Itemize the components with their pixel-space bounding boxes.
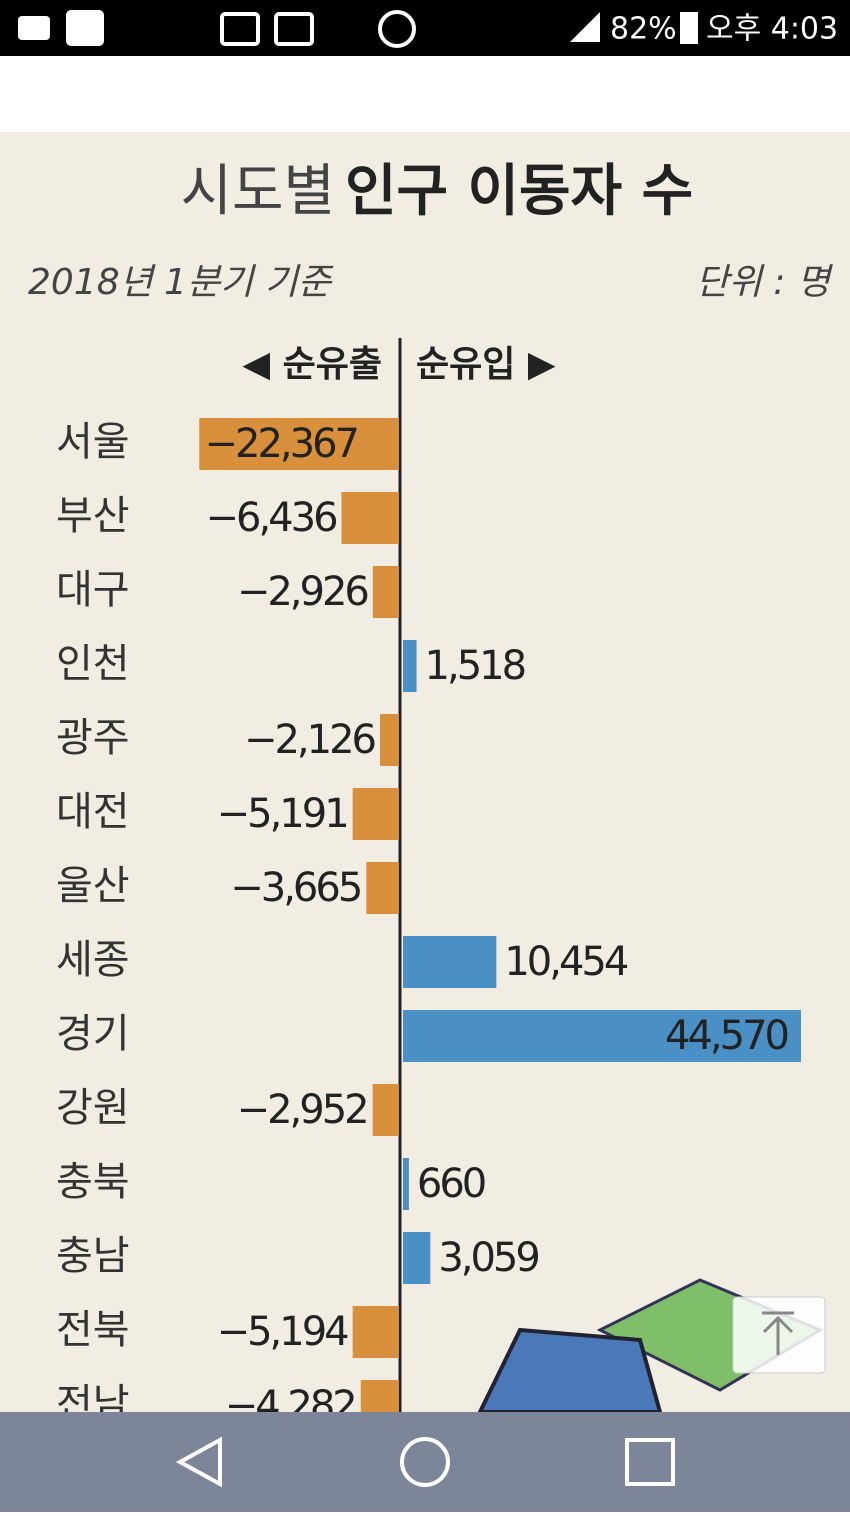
- bar: [341, 492, 399, 544]
- value-label: −4,282: [225, 1383, 355, 1429]
- status-bar: [0, 0, 850, 56]
- chart-background: [0, 132, 850, 1412]
- category-label: 대구: [56, 567, 130, 613]
- value-label: −2,926: [237, 569, 368, 615]
- positive-label: 순유입 ▶: [416, 344, 556, 385]
- status-icon: [274, 12, 314, 46]
- back-button[interactable]: [175, 1436, 222, 1488]
- bar: [372, 1084, 399, 1136]
- value-label: −6,436: [205, 495, 336, 541]
- nav-bar: [0, 1412, 850, 1512]
- bar: [199, 418, 399, 470]
- bar: [403, 936, 497, 988]
- bar: [403, 1158, 409, 1210]
- status-icon: [220, 12, 260, 46]
- battery-text: 82%: [610, 12, 677, 47]
- bar: [352, 788, 399, 840]
- bar: [366, 862, 399, 914]
- value-label: 3,059: [438, 1235, 538, 1281]
- value-label: −3,665: [230, 865, 360, 911]
- value-label: −5,191: [217, 791, 347, 837]
- signal-icon: [570, 12, 600, 42]
- chart-title-emphasis: 인구 이동자 수: [345, 159, 693, 224]
- category-label: 부산: [56, 493, 130, 539]
- value-label: 1,518: [425, 643, 525, 689]
- category-label: 울산: [56, 863, 130, 909]
- value-label: −2,952: [237, 1087, 367, 1133]
- home-button[interactable]: [400, 1437, 450, 1487]
- recents-button[interactable]: [625, 1438, 675, 1486]
- bar: [352, 1306, 399, 1358]
- chart-title: 시도별: [180, 159, 335, 224]
- category-label: 대전: [56, 789, 130, 835]
- category-label: 강원: [56, 1085, 130, 1131]
- category-label: 서울: [56, 419, 130, 465]
- category-label: 세종: [56, 937, 130, 983]
- value-label: −2,126: [244, 717, 375, 763]
- negative-label: ◀ 순유출: [242, 344, 382, 385]
- status-icon: [66, 10, 104, 46]
- bar: [360, 1380, 399, 1412]
- subtitle: 2018년 1분기 기준: [28, 262, 334, 303]
- category-label: 인천: [56, 641, 130, 687]
- bar: [403, 640, 417, 692]
- clock: 오후 4:03: [706, 12, 838, 47]
- bar: [403, 1010, 801, 1062]
- category-label: 전북: [56, 1307, 130, 1353]
- category-label: 경기: [56, 1011, 130, 1057]
- status-icon: [18, 16, 50, 40]
- battery-icon: [680, 12, 698, 44]
- value-label: 44,570: [665, 1013, 788, 1059]
- scroll-top-icon: [762, 1311, 794, 1355]
- status-icon: [378, 10, 416, 48]
- chart: 시도별 인구 이동자 수 2018년 1분기 기준 단위 : 명 ◀ 순유출 순…: [0, 132, 850, 1429]
- bar: [403, 1232, 431, 1284]
- value-label: 10,454: [504, 939, 628, 985]
- bar: [372, 566, 399, 618]
- bar: [380, 714, 399, 766]
- category-label: 광주: [56, 715, 130, 761]
- unit: 단위 : 명: [696, 262, 834, 303]
- category-label: 충북: [56, 1159, 130, 1205]
- page-margin: [0, 56, 850, 132]
- value-label: 660: [417, 1161, 485, 1207]
- category-label: 충남: [56, 1233, 130, 1279]
- category-label: 전남: [56, 1381, 130, 1427]
- value-label: −5,194: [217, 1309, 349, 1355]
- value-label: −22,367: [205, 421, 358, 467]
